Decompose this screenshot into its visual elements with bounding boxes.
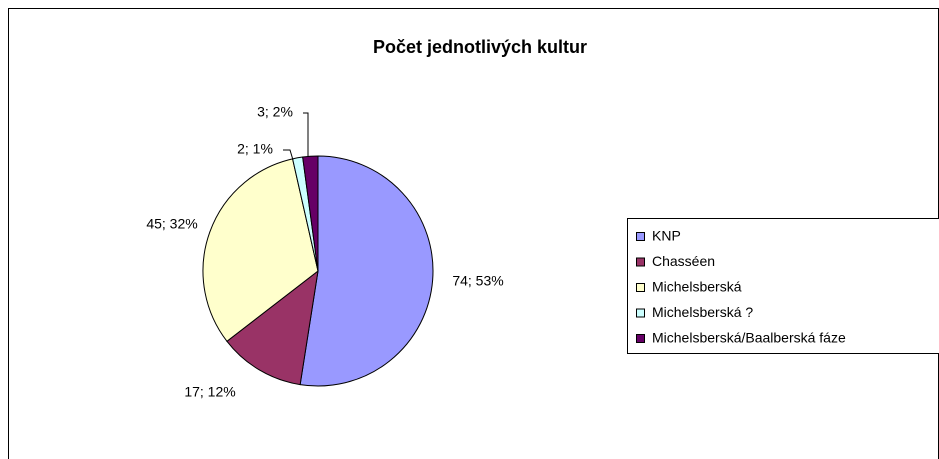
- legend-label: Michelsberská/Baalberská fáze: [652, 330, 846, 346]
- legend-swatch: [636, 232, 645, 241]
- data-label: 74; 53%: [452, 273, 503, 289]
- legend-swatch: [636, 334, 645, 343]
- legend-swatch: [636, 257, 645, 267]
- legend-label: Michelsberská: [652, 279, 742, 295]
- legend-label: KNP: [652, 228, 681, 244]
- pie-slice: [302, 155, 319, 272]
- data-label: 2; 1%: [237, 141, 273, 157]
- chart-title: Počet jednotlivých kultur: [373, 37, 587, 57]
- legend-swatch: [636, 308, 645, 318]
- leader-line: [283, 149, 294, 161]
- data-label: 17; 12%: [184, 384, 235, 400]
- pie-slice: [299, 155, 434, 387]
- legend-swatch: [636, 283, 645, 292]
- data-label: 3; 2%: [257, 104, 293, 120]
- legend-box: [627, 218, 939, 354]
- legend-label: Michelsberská ?: [652, 304, 753, 320]
- pie-slice: [202, 158, 319, 342]
- leader-line: [303, 112, 309, 157]
- data-label: 45; 32%: [146, 216, 197, 232]
- pie-slice: [226, 269, 319, 386]
- legend-label: Chasséen: [652, 253, 715, 269]
